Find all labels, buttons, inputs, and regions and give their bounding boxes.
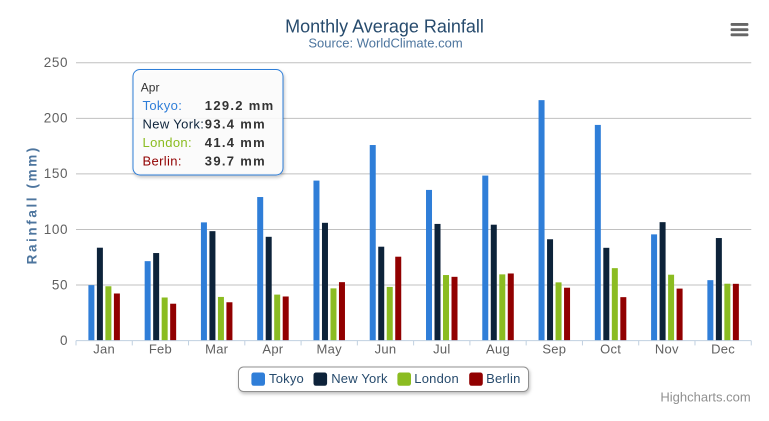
svg-text:Sep: Sep bbox=[542, 342, 566, 357]
svg-text:Berlin: Berlin bbox=[486, 371, 520, 386]
svg-text:100: 100 bbox=[44, 222, 68, 237]
svg-text:Tokyo: Tokyo bbox=[269, 371, 304, 386]
svg-text:41.4 mm: 41.4 mm bbox=[205, 135, 266, 150]
svg-text:Berlin:: Berlin: bbox=[143, 153, 182, 168]
svg-text:Apr: Apr bbox=[141, 81, 160, 95]
svg-text:Oct: Oct bbox=[600, 342, 621, 357]
svg-text:May: May bbox=[317, 342, 343, 357]
svg-text:Apr: Apr bbox=[262, 342, 283, 357]
svg-text:39.7 mm: 39.7 mm bbox=[205, 153, 266, 168]
svg-text:London: London bbox=[414, 371, 459, 386]
svg-text:Jun: Jun bbox=[375, 342, 397, 357]
svg-text:Source: WorldClimate.com: Source: WorldClimate.com bbox=[308, 36, 462, 51]
svg-text:50: 50 bbox=[52, 277, 68, 292]
svg-text:Jul: Jul bbox=[433, 342, 450, 357]
svg-text:London:: London: bbox=[143, 135, 192, 150]
svg-text:Highcharts.com: Highcharts.com bbox=[660, 390, 750, 405]
svg-text:New York:: New York: bbox=[143, 116, 205, 131]
svg-text:Tokyo:: Tokyo: bbox=[143, 98, 183, 113]
svg-text:150: 150 bbox=[44, 166, 68, 181]
svg-text:93.4 mm: 93.4 mm bbox=[205, 116, 266, 131]
svg-text:Rainfall (mm): Rainfall (mm) bbox=[24, 145, 39, 264]
svg-text:250: 250 bbox=[44, 55, 68, 70]
svg-text:Monthly Average Rainfall: Monthly Average Rainfall bbox=[285, 17, 484, 37]
svg-text:Dec: Dec bbox=[711, 342, 735, 357]
svg-text:Nov: Nov bbox=[655, 342, 679, 357]
svg-text:129.2 mm: 129.2 mm bbox=[205, 98, 275, 113]
svg-text:200: 200 bbox=[44, 111, 68, 126]
svg-text:Aug: Aug bbox=[486, 342, 510, 357]
svg-text:0: 0 bbox=[60, 333, 68, 348]
svg-text:Feb: Feb bbox=[149, 342, 172, 357]
svg-text:New York: New York bbox=[331, 371, 388, 386]
svg-text:Mar: Mar bbox=[205, 342, 229, 357]
svg-text:Jan: Jan bbox=[93, 342, 115, 357]
